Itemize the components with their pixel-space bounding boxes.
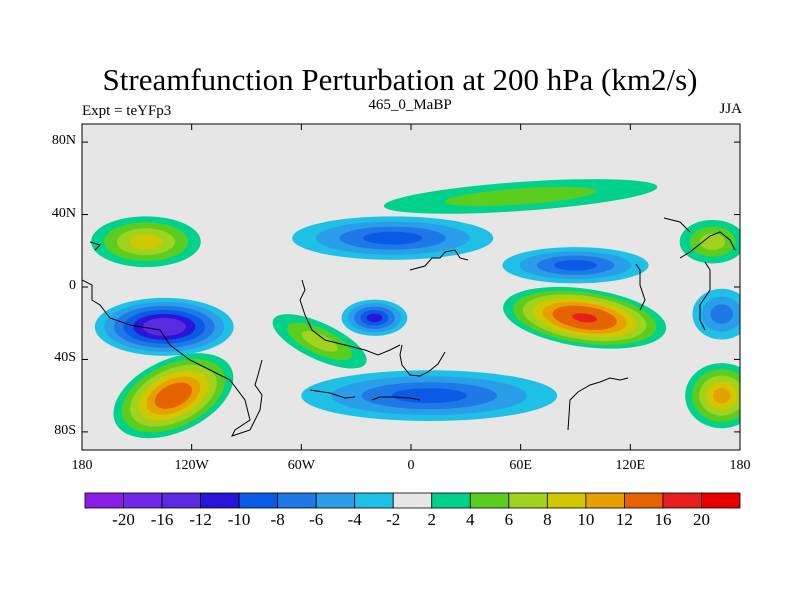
coastline bbox=[635, 263, 646, 311]
contour-fill bbox=[713, 387, 731, 404]
colorbar-label: -6 bbox=[309, 510, 324, 529]
colorbar-label: 16 bbox=[654, 510, 672, 529]
contour-fill bbox=[444, 186, 597, 207]
y-tick-label: 40N bbox=[51, 205, 76, 221]
colorbar-label: 10 bbox=[577, 510, 595, 529]
colorbar-swatch bbox=[392, 492, 433, 509]
coastline bbox=[679, 231, 736, 259]
anomaly-4 bbox=[272, 314, 367, 369]
x-tick-label: 60E bbox=[509, 458, 532, 473]
coastline bbox=[299, 279, 401, 356]
anomaly-8 bbox=[383, 179, 658, 214]
colorbar-swatch bbox=[200, 492, 240, 509]
y-tick-label: 80N bbox=[51, 133, 76, 149]
colorbar-label: 4 bbox=[466, 510, 475, 529]
coastline bbox=[409, 249, 469, 271]
colorbar-label: -16 bbox=[150, 510, 174, 529]
colorbar-label: -8 bbox=[270, 510, 285, 529]
colorbar-swatch bbox=[123, 492, 163, 509]
coastline bbox=[371, 396, 421, 401]
coastline bbox=[399, 344, 446, 377]
anomaly-9 bbox=[503, 286, 667, 349]
colorbar-label: -10 bbox=[227, 510, 251, 529]
colorbar-swatch bbox=[585, 492, 625, 509]
y-tick-label: 40S bbox=[54, 350, 76, 366]
x-tick-label: 120W bbox=[174, 458, 209, 473]
colorbar-swatch bbox=[238, 492, 279, 509]
y-tick-label: 80S bbox=[54, 422, 76, 438]
colorbar-swatch bbox=[431, 492, 471, 509]
colorbar-swatch bbox=[84, 492, 124, 509]
chart-title: Streamfunction Perturbation at 200 hPa (… bbox=[102, 62, 698, 97]
anomaly-5 bbox=[301, 370, 558, 422]
colorbar-label: 20 bbox=[692, 510, 710, 529]
coastline bbox=[82, 279, 263, 437]
anomaly-10 bbox=[679, 219, 740, 264]
anomaly-2 bbox=[113, 353, 234, 439]
contour-fill bbox=[699, 233, 726, 251]
contour-fill bbox=[129, 234, 163, 250]
colorbar-label: -4 bbox=[347, 510, 362, 529]
colorbar-label: 6 bbox=[504, 510, 514, 529]
contour-fill bbox=[301, 330, 338, 352]
y-tick-label: 0 bbox=[69, 278, 76, 293]
colorbar-swatch bbox=[354, 492, 394, 509]
x-tick-label: 0 bbox=[407, 458, 415, 473]
anomaly-12 bbox=[685, 363, 740, 429]
coastline bbox=[567, 377, 629, 431]
colorbar-label: -20 bbox=[112, 510, 135, 529]
anomaly-6 bbox=[292, 216, 494, 260]
season-label: JJA bbox=[719, 101, 742, 117]
colorbar-label: 8 bbox=[543, 510, 552, 529]
colorbar-swatch bbox=[624, 492, 664, 509]
contour-fill bbox=[366, 313, 383, 323]
colorbar-swatch bbox=[508, 492, 548, 509]
contour-fill bbox=[154, 382, 192, 409]
anomaly-0 bbox=[91, 216, 201, 268]
anomaly-1 bbox=[94, 297, 234, 356]
colorbar-swatch bbox=[701, 492, 741, 509]
coastline bbox=[663, 217, 691, 233]
contour-fill bbox=[572, 313, 597, 323]
contour-fill bbox=[710, 304, 733, 324]
colorbar-label: 12 bbox=[615, 510, 633, 529]
colorbar-label: 2 bbox=[427, 510, 437, 529]
x-tick-label: 120E bbox=[615, 458, 646, 473]
experiment-label: Expt = teYFp3 bbox=[82, 103, 172, 119]
x-tick-label: 180 bbox=[71, 458, 93, 473]
anomaly-7 bbox=[502, 247, 649, 284]
x-tick-label: 60W bbox=[287, 458, 315, 473]
colorbar-swatch bbox=[662, 492, 702, 509]
contour-fill bbox=[363, 231, 423, 245]
colorbar-label: -2 bbox=[386, 510, 401, 529]
anomaly-3 bbox=[341, 299, 408, 336]
coastline bbox=[89, 241, 101, 251]
colorbar-swatch bbox=[277, 492, 317, 509]
colorbar-swatch bbox=[315, 492, 356, 509]
x-tick-label: 180 bbox=[729, 458, 751, 473]
anomaly-11 bbox=[692, 288, 740, 340]
contour-fill bbox=[391, 388, 467, 404]
coastline bbox=[309, 389, 356, 399]
colorbar-swatch bbox=[469, 492, 510, 509]
colorbar-swatch bbox=[161, 492, 201, 509]
center-label: 465_0_MaBP bbox=[368, 97, 452, 113]
colorbar-label: -12 bbox=[189, 510, 212, 529]
coastline bbox=[699, 261, 711, 331]
contour-fill bbox=[142, 317, 186, 336]
contour-fill bbox=[553, 259, 598, 271]
colorbar-swatch bbox=[546, 492, 587, 509]
